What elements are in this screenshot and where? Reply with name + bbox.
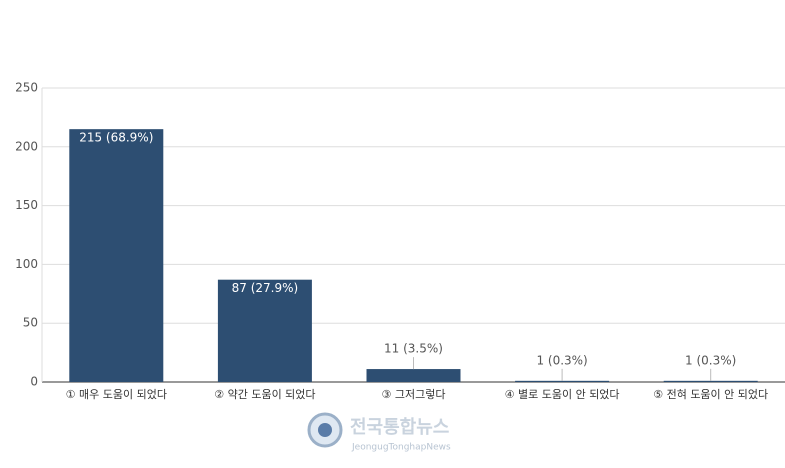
y-tick-label: 150: [15, 198, 38, 212]
data-label: 11 (3.5%): [384, 342, 443, 356]
y-tick-label: 100: [15, 257, 38, 271]
x-tick-label: ③ 그저그렇다: [381, 388, 446, 401]
data-label: 1 (0.3%): [536, 353, 587, 367]
y-tick-label: 50: [23, 316, 38, 330]
y-tick-label: 250: [15, 81, 38, 95]
data-label: 215 (68.9%): [79, 131, 153, 145]
bar: [515, 380, 610, 382]
x-tick-label: ⑤ 전혀 도움이 안 되었다: [653, 388, 769, 401]
watermark-sub: JeongugTonghapNews: [351, 443, 451, 453]
x-tick-label: ① 매우 도움이 되었다: [65, 388, 167, 401]
y-tick-label: 0: [30, 375, 38, 389]
watermark: 전국통합뉴스: [350, 416, 449, 438]
x-tick-label: ② 약간 도움이 되었다: [214, 388, 316, 401]
watermark-logo: [318, 423, 332, 437]
bar: [217, 279, 312, 382]
bar: [663, 380, 758, 382]
bar: [366, 369, 461, 382]
data-label: 1 (0.3%): [685, 353, 736, 367]
y-tick-label: 200: [15, 139, 38, 153]
x-tick-label: ④ 별로 도움이 안 되었다: [504, 388, 620, 401]
data-label: 87 (27.9%): [232, 281, 299, 295]
bar: [69, 129, 164, 382]
